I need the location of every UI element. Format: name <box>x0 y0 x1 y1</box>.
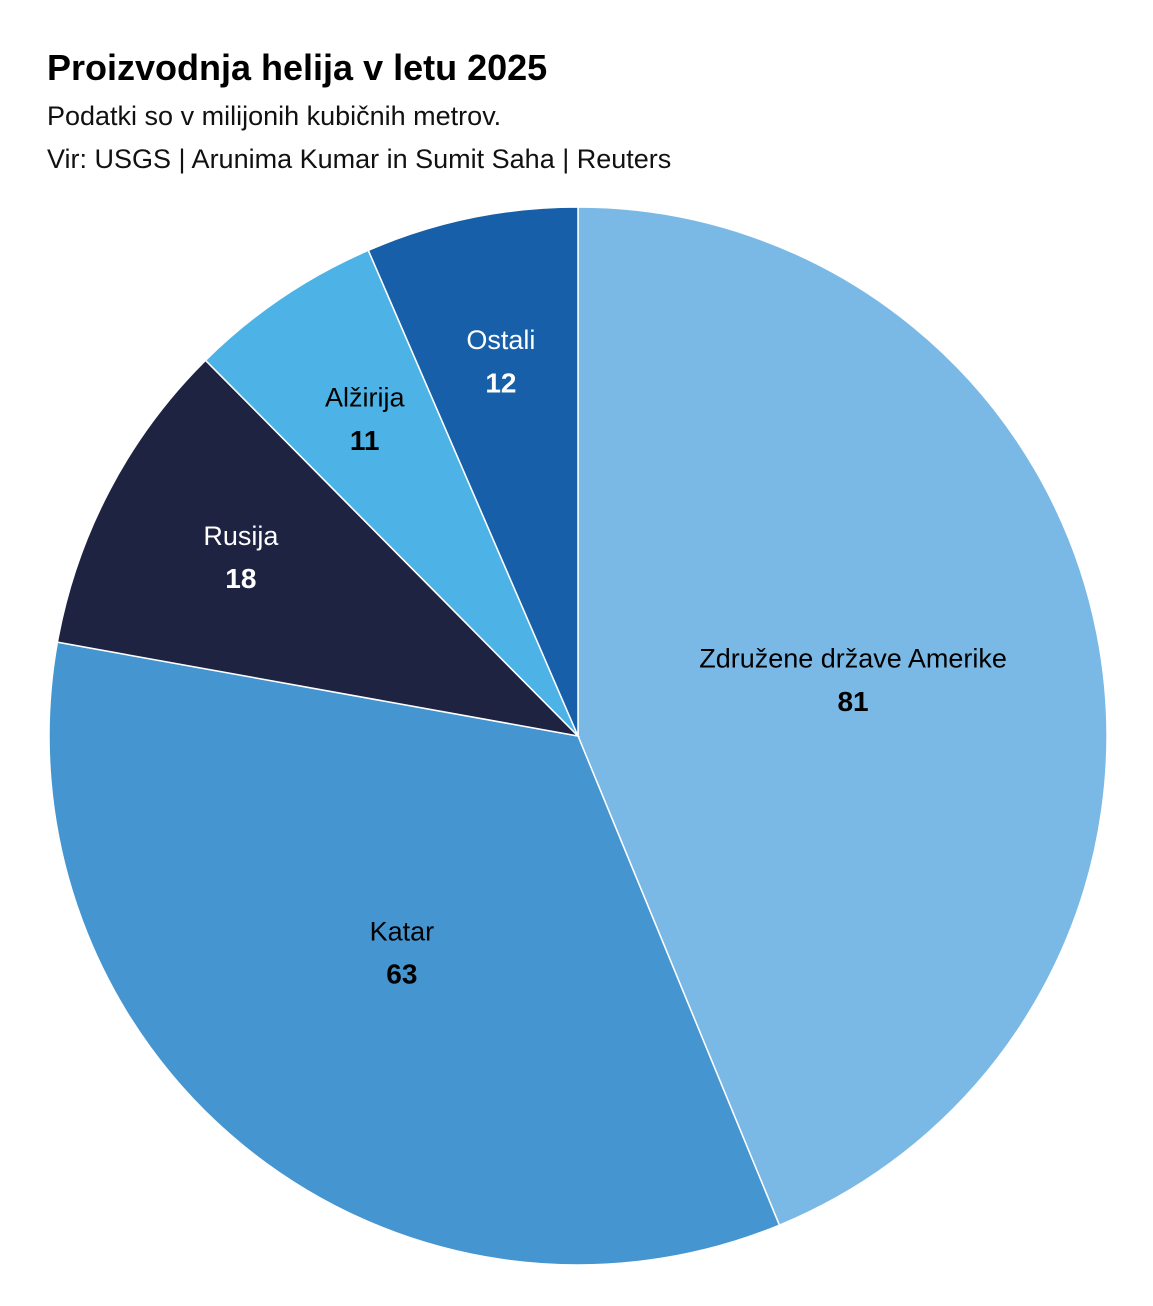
slice-value: 12 <box>485 367 516 398</box>
slice-value: 63 <box>386 959 417 990</box>
slice-label: Združene države Amerike <box>699 644 1007 674</box>
pie-slice <box>577 206 1108 1227</box>
pie-slice <box>48 641 781 1266</box>
chart-title: Proizvodnja helija v letu 2025 <box>47 47 547 88</box>
slice-value: 81 <box>837 686 868 717</box>
chart-source: Vir: USGS | Arunima Kumar in Sumit Saha … <box>47 144 671 174</box>
pie-slice <box>204 249 579 737</box>
pie-slice <box>56 359 581 738</box>
slice-label: Rusija <box>203 521 279 551</box>
chart-subtitle: Podatki so v milijonih kubičnih metrov. <box>47 101 501 131</box>
pie-slice <box>367 206 579 737</box>
slice-label: Katar <box>370 916 435 946</box>
slice-value: 18 <box>225 563 256 594</box>
slice-label: Ostali <box>466 325 535 355</box>
slice-label: Alžirija <box>325 383 405 413</box>
slice-value: 11 <box>350 425 380 456</box>
